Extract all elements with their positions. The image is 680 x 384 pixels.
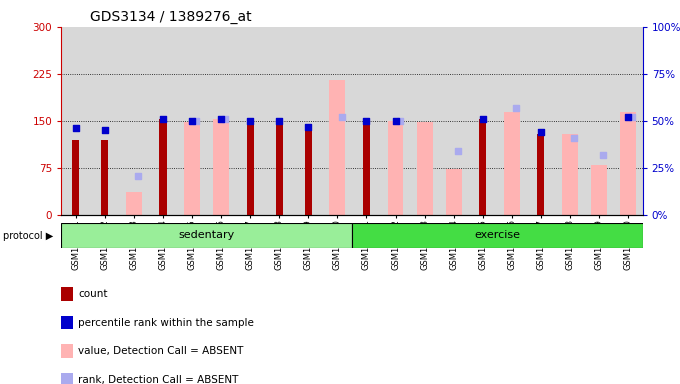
Point <box>477 116 488 122</box>
Point <box>186 118 197 124</box>
Point <box>133 172 143 179</box>
Bar <box>388 121 403 215</box>
Bar <box>101 140 108 215</box>
Point <box>394 118 405 124</box>
Point <box>303 124 313 130</box>
Bar <box>305 127 312 215</box>
Bar <box>479 119 486 215</box>
Text: rank, Detection Call = ABSENT: rank, Detection Call = ABSENT <box>78 375 239 384</box>
Point <box>511 105 522 111</box>
Point <box>99 127 110 134</box>
Point <box>569 135 580 141</box>
Text: protocol ▶: protocol ▶ <box>3 231 54 241</box>
Bar <box>363 124 370 215</box>
Point <box>361 118 372 124</box>
Point <box>274 118 285 124</box>
Point <box>453 148 464 154</box>
Point <box>623 114 634 120</box>
Point <box>598 152 609 158</box>
Bar <box>329 80 345 215</box>
Bar <box>275 119 283 215</box>
Bar <box>72 140 80 215</box>
Bar <box>126 192 142 215</box>
Point <box>216 116 226 122</box>
Text: sedentary: sedentary <box>178 230 235 240</box>
Bar <box>213 119 229 215</box>
Point <box>191 118 202 124</box>
Text: count: count <box>78 289 107 299</box>
Bar <box>562 134 578 215</box>
Text: percentile rank within the sample: percentile rank within the sample <box>78 318 254 328</box>
Bar <box>247 119 254 215</box>
Point <box>390 118 401 124</box>
Point <box>245 118 256 124</box>
Point <box>535 129 546 135</box>
Text: GDS3134 / 1389276_at: GDS3134 / 1389276_at <box>90 10 252 25</box>
Text: value, Detection Call = ABSENT: value, Detection Call = ABSENT <box>78 346 243 356</box>
Bar <box>417 122 432 215</box>
Point <box>158 116 169 122</box>
Bar <box>537 134 545 215</box>
Point <box>627 114 638 120</box>
Bar <box>504 112 520 215</box>
Point <box>337 114 347 120</box>
Bar <box>591 165 607 215</box>
Bar <box>352 223 643 248</box>
Bar <box>620 112 636 215</box>
Point <box>220 116 231 122</box>
Point <box>70 126 81 132</box>
Bar <box>159 119 167 215</box>
Text: exercise: exercise <box>474 230 520 240</box>
Bar <box>445 169 462 215</box>
Bar <box>61 223 352 248</box>
Bar <box>184 122 200 215</box>
